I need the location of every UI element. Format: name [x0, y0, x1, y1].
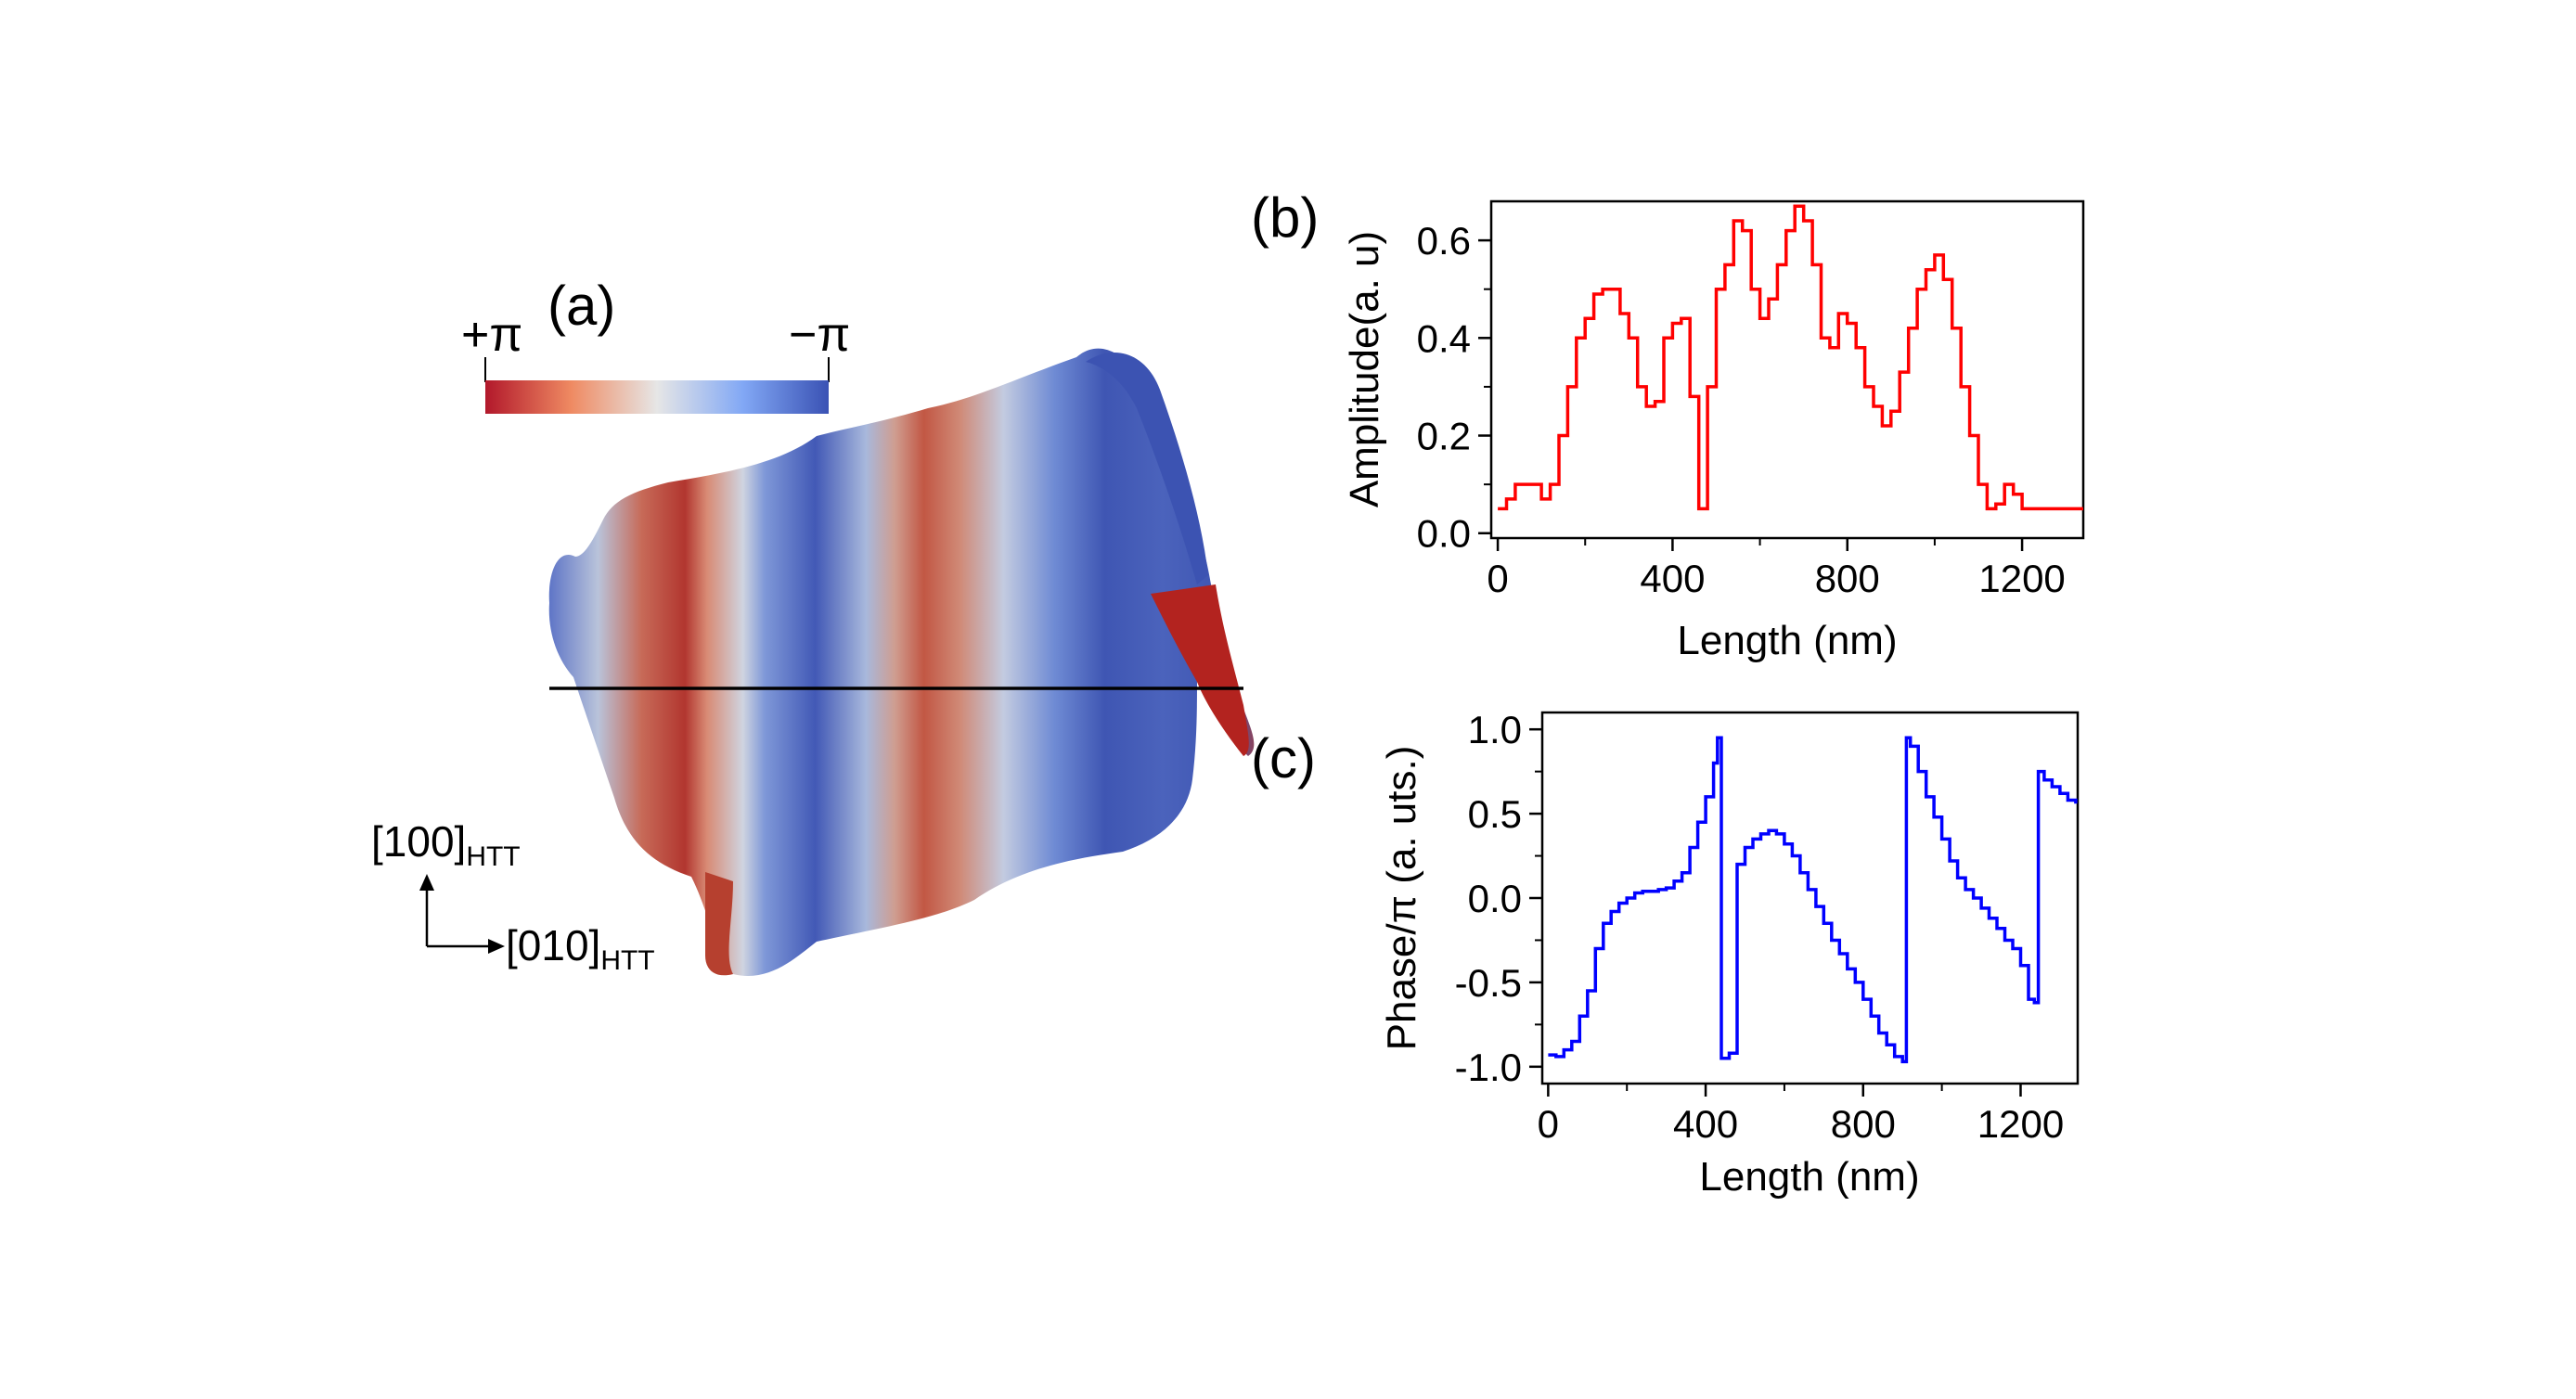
chart-c: (c) 0 400 800 1200 -1.0 -0.5 0.0 0.5 1.0 Length … [1251, 708, 2080, 1200]
chart-c-xtick-label: 800 [1831, 1102, 1896, 1146]
colorbar-right-label: −π [789, 308, 850, 362]
panel-c-label: (c) [1251, 727, 1316, 789]
chart-c-ticks: 0 400 800 1200 -1.0 -0.5 0.0 0.5 1.0 [1455, 708, 2065, 1146]
axis-arrowhead-up [419, 874, 434, 891]
axis-y-main: [100] [371, 817, 466, 866]
chart-c-series-line [1548, 736, 2078, 1064]
chart-b-xtick-label: 0 [1487, 557, 1508, 600]
colorbar [485, 380, 829, 414]
phase-map [548, 348, 1255, 976]
axis-y-sub: HTT [466, 841, 520, 872]
chart-b-series-line [1498, 204, 2083, 511]
chart-b-ytick-label: 0.4 [1417, 316, 1471, 360]
axis-y-label: [100]HTT [371, 817, 521, 872]
chart-b-ytick-label: 0.0 [1417, 512, 1471, 556]
chart-c-ytick-label: 1.0 [1468, 708, 1522, 751]
phase-map-bottom-red [705, 872, 733, 976]
chart-c-ytick-label: 0.5 [1468, 792, 1522, 836]
chart-b-xtick-label: 400 [1640, 557, 1705, 600]
axis-arrowhead-right [488, 939, 505, 954]
chart-b-ytick-label: 0.6 [1417, 219, 1471, 263]
chart-c-ytick-label: -0.5 [1455, 961, 1522, 1005]
chart-c-xtick-label: 400 [1673, 1102, 1738, 1146]
panel-b-label: (b) [1251, 186, 1319, 249]
chart-c-ytick-label: -1.0 [1455, 1046, 1522, 1089]
chart-c-xtick-label: 0 [1538, 1102, 1559, 1146]
axis-x-label: [010]HTT [506, 921, 655, 976]
panel-a-label: (a) [547, 275, 615, 337]
axis-x-main: [010] [506, 921, 600, 969]
chart-c-ytick-label: 0.0 [1468, 877, 1522, 920]
chart-c-ylabel: Phase/π (a. uts.) [1379, 746, 1424, 1051]
chart-c-xtick-label: 1200 [1977, 1102, 2064, 1146]
phase-map-red-corner [1151, 584, 1249, 756]
colorbar-left-label: +π [461, 308, 522, 362]
chart-b-frame [1489, 199, 2085, 540]
panel-a: (a) +π −π [100]HTT [010]HTT [371, 275, 1255, 976]
chart-b-ticks: 0 400 800 1200 0.0 0.2 0.4 0.6 [1417, 219, 2066, 600]
chart-c-xlabel: Length (nm) [1699, 1154, 1919, 1200]
phase-map-rim-right [1086, 353, 1208, 584]
chart-b-xtick-label: 800 [1815, 557, 1880, 600]
chart-b-ylabel: Amplitude(a. u) [1342, 231, 1387, 507]
chart-b-ytick-label: 0.2 [1417, 415, 1471, 458]
chart-c-frame [1540, 711, 2080, 1085]
chart-b-xlabel: Length (nm) [1677, 618, 1897, 663]
axis-x-sub: HTT [600, 945, 654, 976]
chart-b-xtick-label: 1200 [1978, 557, 2065, 600]
